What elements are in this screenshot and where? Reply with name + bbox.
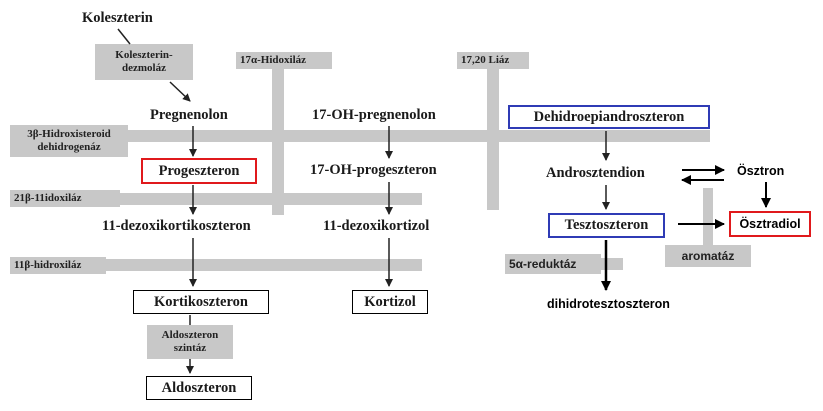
dihidrotesztoszteron: dihidrotesztoszteron (547, 297, 670, 311)
hidroxilaz17-label: 17α-Hidoxiláz (236, 52, 332, 69)
dezoxikortizol: 11-dezoxikortizol (323, 218, 430, 234)
hsd3b-bar (10, 130, 710, 142)
kortikoszteron-box: Kortikoszteron (133, 290, 269, 314)
liaz-bar (487, 55, 499, 210)
androsztendion: Androsztendion (546, 165, 645, 181)
reduktaz-label: 5α-reduktáz (505, 254, 601, 274)
osztron: Ösztron (737, 164, 785, 178)
pregnenolon: Pregnenolon (150, 107, 228, 123)
arrow-koleszterin-to-dezmolaz (117, 28, 131, 45)
hidroxilaz11-bar (10, 259, 422, 271)
oh-pregnenolon: 17-OH-pregnenolon (312, 107, 436, 123)
hidroxilaz21-label: 21β-11idoxiláz (10, 190, 120, 207)
progeszteron-box: Progeszteron (141, 158, 257, 184)
oh-progeszteron: 17-OH-progeszteron (310, 162, 437, 178)
kortizol-box: Kortizol (352, 290, 428, 314)
dezoxikortikoszteron: 11-dezoxikortikoszteron (102, 218, 251, 234)
dezmolaz-label: Koleszterin- dezmoláz (95, 44, 193, 80)
aromataz-label: aromatáz (665, 245, 751, 267)
aldo-szintaz-label: Aldoszteron szintáz (147, 325, 233, 359)
dhea-box: Dehidroepiandroszteron (508, 105, 710, 129)
hidroxilaz17-bar (272, 55, 284, 215)
hidroxilaz11-label: 11β-hidroxiláz (10, 257, 106, 274)
osztradiol-box: Ösztradiol (729, 211, 811, 237)
aldoszteron-box: Aldoszteron (146, 376, 252, 400)
arrow-dezmolaz-to-pregnenolon (169, 81, 191, 102)
koleszterin: Koleszterin (82, 10, 153, 26)
tesztoszteron-box: Tesztoszteron (548, 213, 665, 238)
hsd3b-label: 3β-Hidroxisteroid dehidrogenáz (10, 125, 128, 157)
liaz-label: 17,20 Liáz (457, 52, 529, 69)
